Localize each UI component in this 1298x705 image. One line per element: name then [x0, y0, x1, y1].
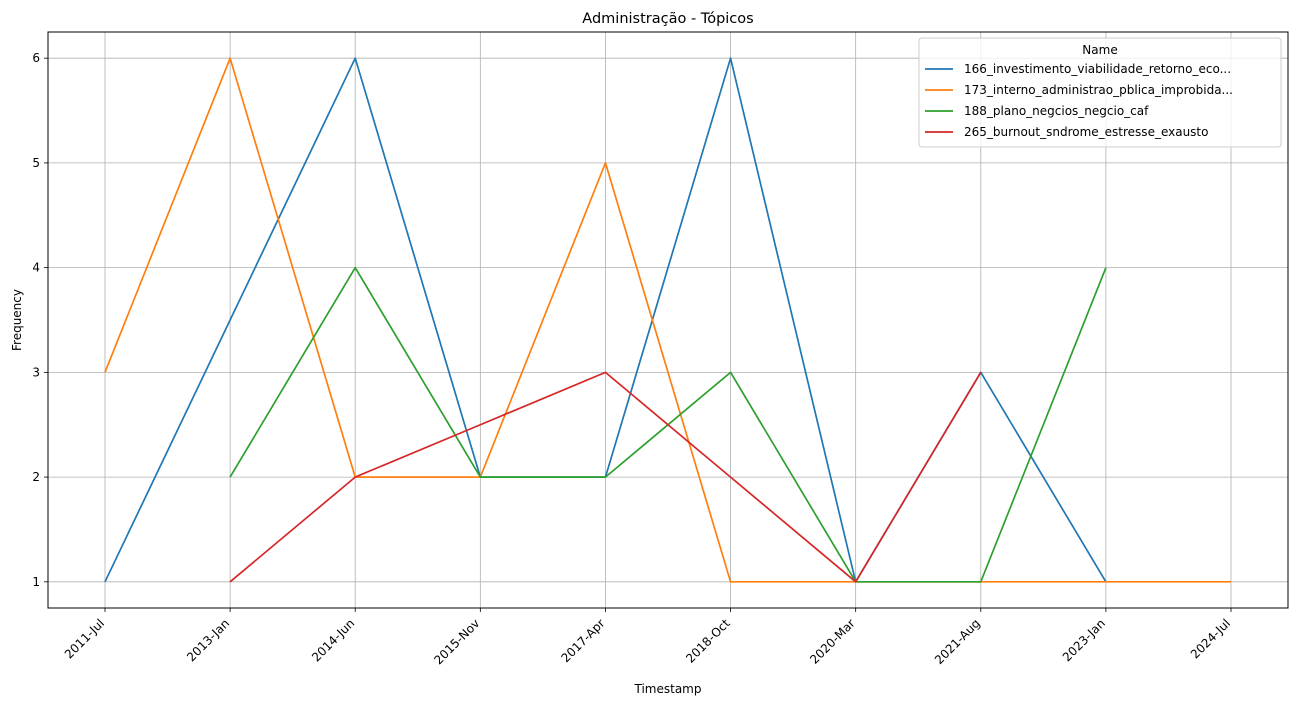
series-lines	[104, 57, 1231, 583]
y-tick-label: 6	[32, 51, 40, 65]
series-line-2	[104, 57, 1231, 583]
legend-label: 188_plano_negcios_negcio_caf	[964, 104, 1149, 118]
legend: Name 166_investimento_viabilidade_retorn…	[918, 37, 1282, 148]
y-tick-label: 5	[32, 156, 40, 170]
y-tick-label: 2	[32, 470, 40, 484]
plot-frame	[47, 31, 1289, 609]
legend-label: 166_investimento_viabilidade_retorno_eco…	[964, 62, 1231, 76]
x-axis-title: Timestamp	[634, 682, 702, 696]
legend-box	[918, 37, 1282, 148]
legend-label: 265_burnout_sndrome_estresse_exausto	[964, 125, 1208, 139]
y-tick-label: 1	[32, 575, 40, 589]
y-axis-title: Frequency	[10, 289, 24, 351]
series-line-4	[229, 371, 982, 583]
y-axis: 1 2 3 4 5 6	[32, 51, 48, 589]
y-tick-label: 3	[32, 365, 40, 379]
y-tick-label: 4	[32, 261, 40, 275]
chart-title: Administração - Tópicos	[582, 11, 753, 27]
legend-title: Name	[1082, 43, 1117, 57]
legend-label: 173_interno_administrao_pblica_improbida…	[964, 83, 1233, 97]
